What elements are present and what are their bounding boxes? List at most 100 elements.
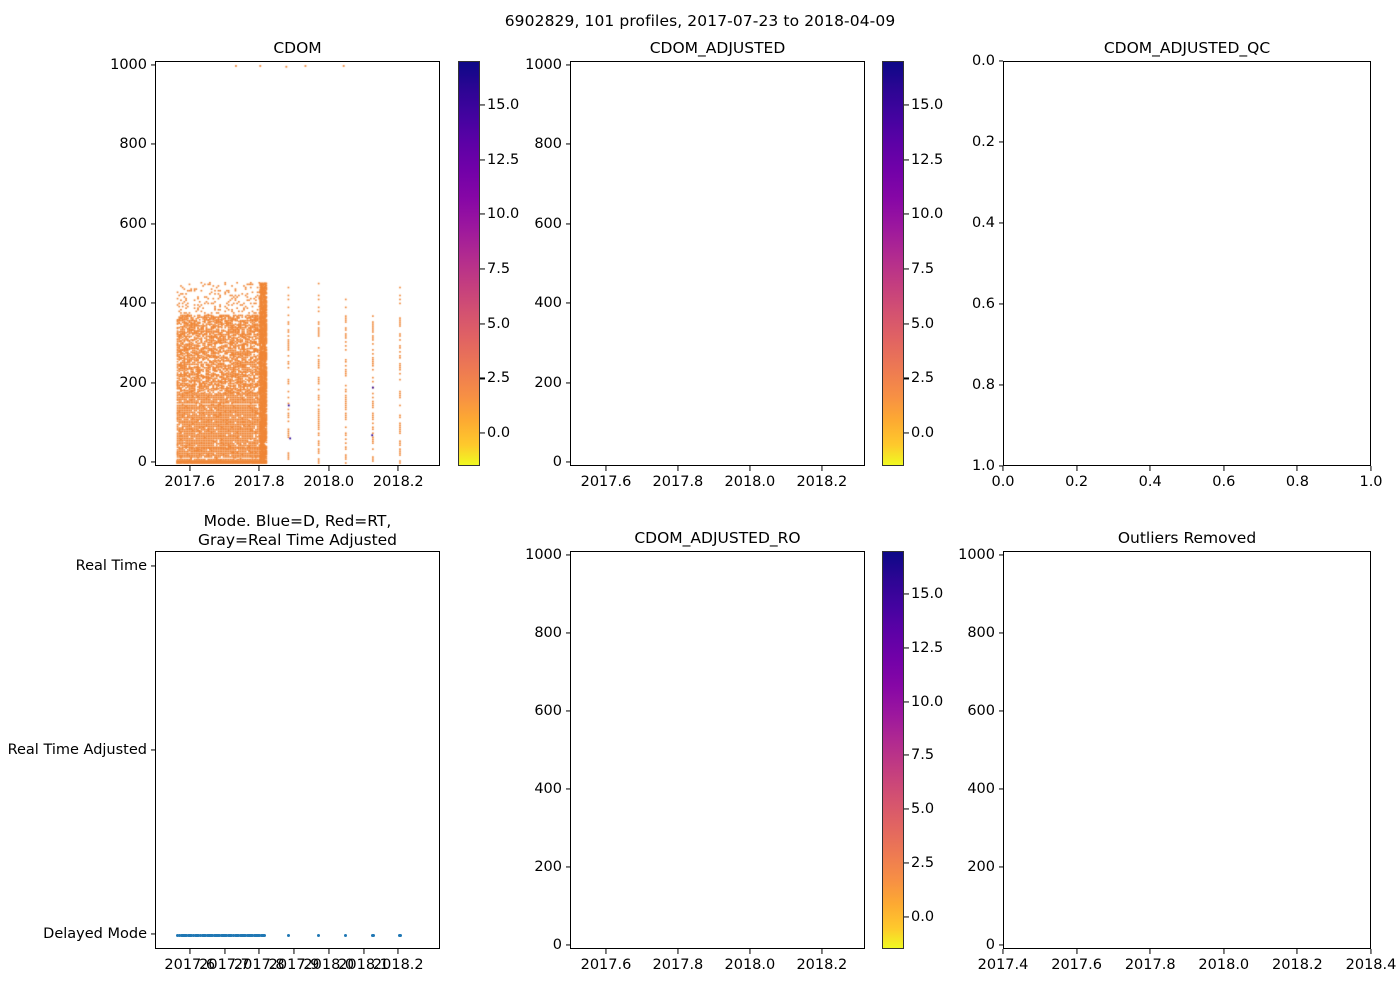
mode-data-point	[190, 933, 194, 937]
ytick-label: 600	[534, 702, 562, 719]
mode-data-point	[177, 933, 182, 937]
mode-data-point	[186, 933, 190, 937]
mode-data-point	[217, 933, 222, 937]
ytick-mark	[565, 64, 570, 66]
mode-data-point	[221, 933, 225, 937]
ytick-label: Delayed Mode	[43, 926, 147, 943]
ytick-mark	[150, 749, 155, 751]
mode-data-point	[200, 933, 204, 937]
mode-data-point	[261, 933, 265, 937]
xtick-label: 2017.6	[580, 957, 632, 973]
xtick-mark	[677, 949, 679, 954]
xtick-mark	[1076, 949, 1078, 954]
xtick-mark	[258, 949, 260, 954]
xtick-label: 2018.2	[372, 474, 424, 490]
xtick-mark	[1296, 949, 1298, 954]
ytick-label: Real Time Adjusted	[7, 742, 147, 758]
axes-title-mode-line2: Gray=Real Time Adjusted	[197, 531, 398, 549]
ytick-label: 0.6	[971, 296, 995, 312]
xtick-label: 2018.2	[372, 957, 424, 973]
xtick-mark	[821, 949, 823, 954]
xtick-label: 2018.2	[796, 957, 848, 973]
mode-data-point	[191, 933, 196, 937]
ytick-label: 1000	[110, 56, 147, 73]
colorbar-tick-mark	[480, 323, 485, 325]
xtick-mark	[1223, 949, 1225, 954]
mode-data-point	[252, 933, 257, 937]
mode-data-point	[205, 933, 210, 937]
xtick-label: 2018.0	[724, 474, 776, 490]
ytick-label: 200	[534, 374, 562, 391]
colorbar-tick-mark	[480, 377, 485, 379]
xtick-mark	[223, 949, 226, 954]
xtick-mark	[1002, 949, 1004, 954]
axes-outliers-removed[interactable]	[1003, 551, 1371, 949]
xtick-label: 2017.8	[652, 474, 704, 490]
mode-data-point	[286, 933, 291, 937]
mode-data-point	[256, 933, 260, 937]
ytick-mark	[998, 60, 1003, 62]
colorbar-tick-mark	[904, 593, 909, 595]
ytick-mark	[565, 461, 570, 463]
xtick-label: 2018.0	[303, 957, 355, 973]
xtick-label: 2017.8	[233, 474, 285, 490]
colorbar-gradient-cdom	[459, 62, 479, 465]
axes-cdom-adjusted-ro[interactable]	[570, 551, 865, 949]
ytick-label: 0.4	[971, 215, 995, 231]
mode-data-point	[237, 933, 241, 937]
xtick-label: 2018.2	[796, 474, 848, 490]
ytick-label: 1000	[958, 546, 995, 563]
colorbar-tick-label: 2.5	[487, 370, 511, 387]
figure-suptitle: 6902829, 101 profiles, 2017-07-23 to 201…	[504, 12, 896, 30]
axes-title-mode: Mode. Blue=D, Red=RT, Gray=Real Time Adj…	[155, 512, 440, 550]
ytick-label: 800	[534, 624, 562, 641]
colorbar-tick-label: 0.0	[911, 425, 935, 442]
mode-data-point	[181, 933, 185, 937]
mode-data-point	[371, 933, 375, 937]
ytick-mark	[998, 788, 1003, 790]
ytick-label: 0	[552, 454, 562, 471]
ytick-mark	[565, 143, 570, 145]
mode-data-point	[230, 933, 234, 937]
xtick-label: 0.6	[1212, 474, 1236, 490]
ytick-label: 800	[967, 624, 995, 641]
mode-data-point	[207, 933, 211, 937]
axes-mode[interactable]	[155, 551, 440, 949]
mode-data-point	[219, 933, 224, 937]
mode-data-point	[188, 933, 192, 937]
mode-data-point	[197, 933, 201, 937]
mode-data-point	[254, 933, 258, 937]
colorbar-tick-mark	[904, 647, 909, 649]
ytick-label: 800	[119, 136, 147, 153]
xtick-mark	[1002, 466, 1004, 471]
mode-data-point	[245, 933, 250, 937]
colorbar-tick-mark	[904, 808, 909, 810]
ytick-label: 1000	[525, 546, 562, 563]
axes-cdom[interactable]	[155, 61, 440, 466]
ytick-mark	[565, 944, 570, 946]
ytick-mark	[565, 223, 570, 225]
colorbar-tick-mark	[904, 701, 909, 703]
mode-data-point	[195, 933, 199, 937]
mode-data-point	[212, 933, 217, 937]
ytick-mark	[565, 866, 570, 868]
colorbar-tick-label: 2.5	[911, 854, 935, 871]
colorbar-tick-label: 0.0	[911, 908, 935, 925]
xtick-label: 2017.9	[268, 957, 320, 973]
xtick-label: 2017.6	[164, 474, 216, 490]
xtick-label: 2017.8	[233, 957, 285, 973]
xtick-mark	[749, 466, 751, 471]
mode-data-point	[198, 933, 203, 937]
xtick-label: 2018.0	[1198, 957, 1250, 973]
xtick-label: 0.0	[991, 474, 1015, 490]
ytick-mark	[998, 632, 1003, 634]
colorbar-tick-mark	[904, 104, 909, 106]
xtick-label: 2017.4	[977, 957, 1029, 973]
axes-cdom-adjusted-qc[interactable]	[1003, 61, 1371, 466]
mode-data-point	[193, 933, 197, 937]
colorbar-gradient-cdom-adjusted	[883, 62, 903, 465]
xtick-mark	[397, 466, 399, 471]
ytick-label: 0.8	[971, 377, 995, 393]
axes-cdom-adjusted[interactable]	[570, 61, 865, 466]
colorbar-tick-mark	[904, 916, 909, 918]
